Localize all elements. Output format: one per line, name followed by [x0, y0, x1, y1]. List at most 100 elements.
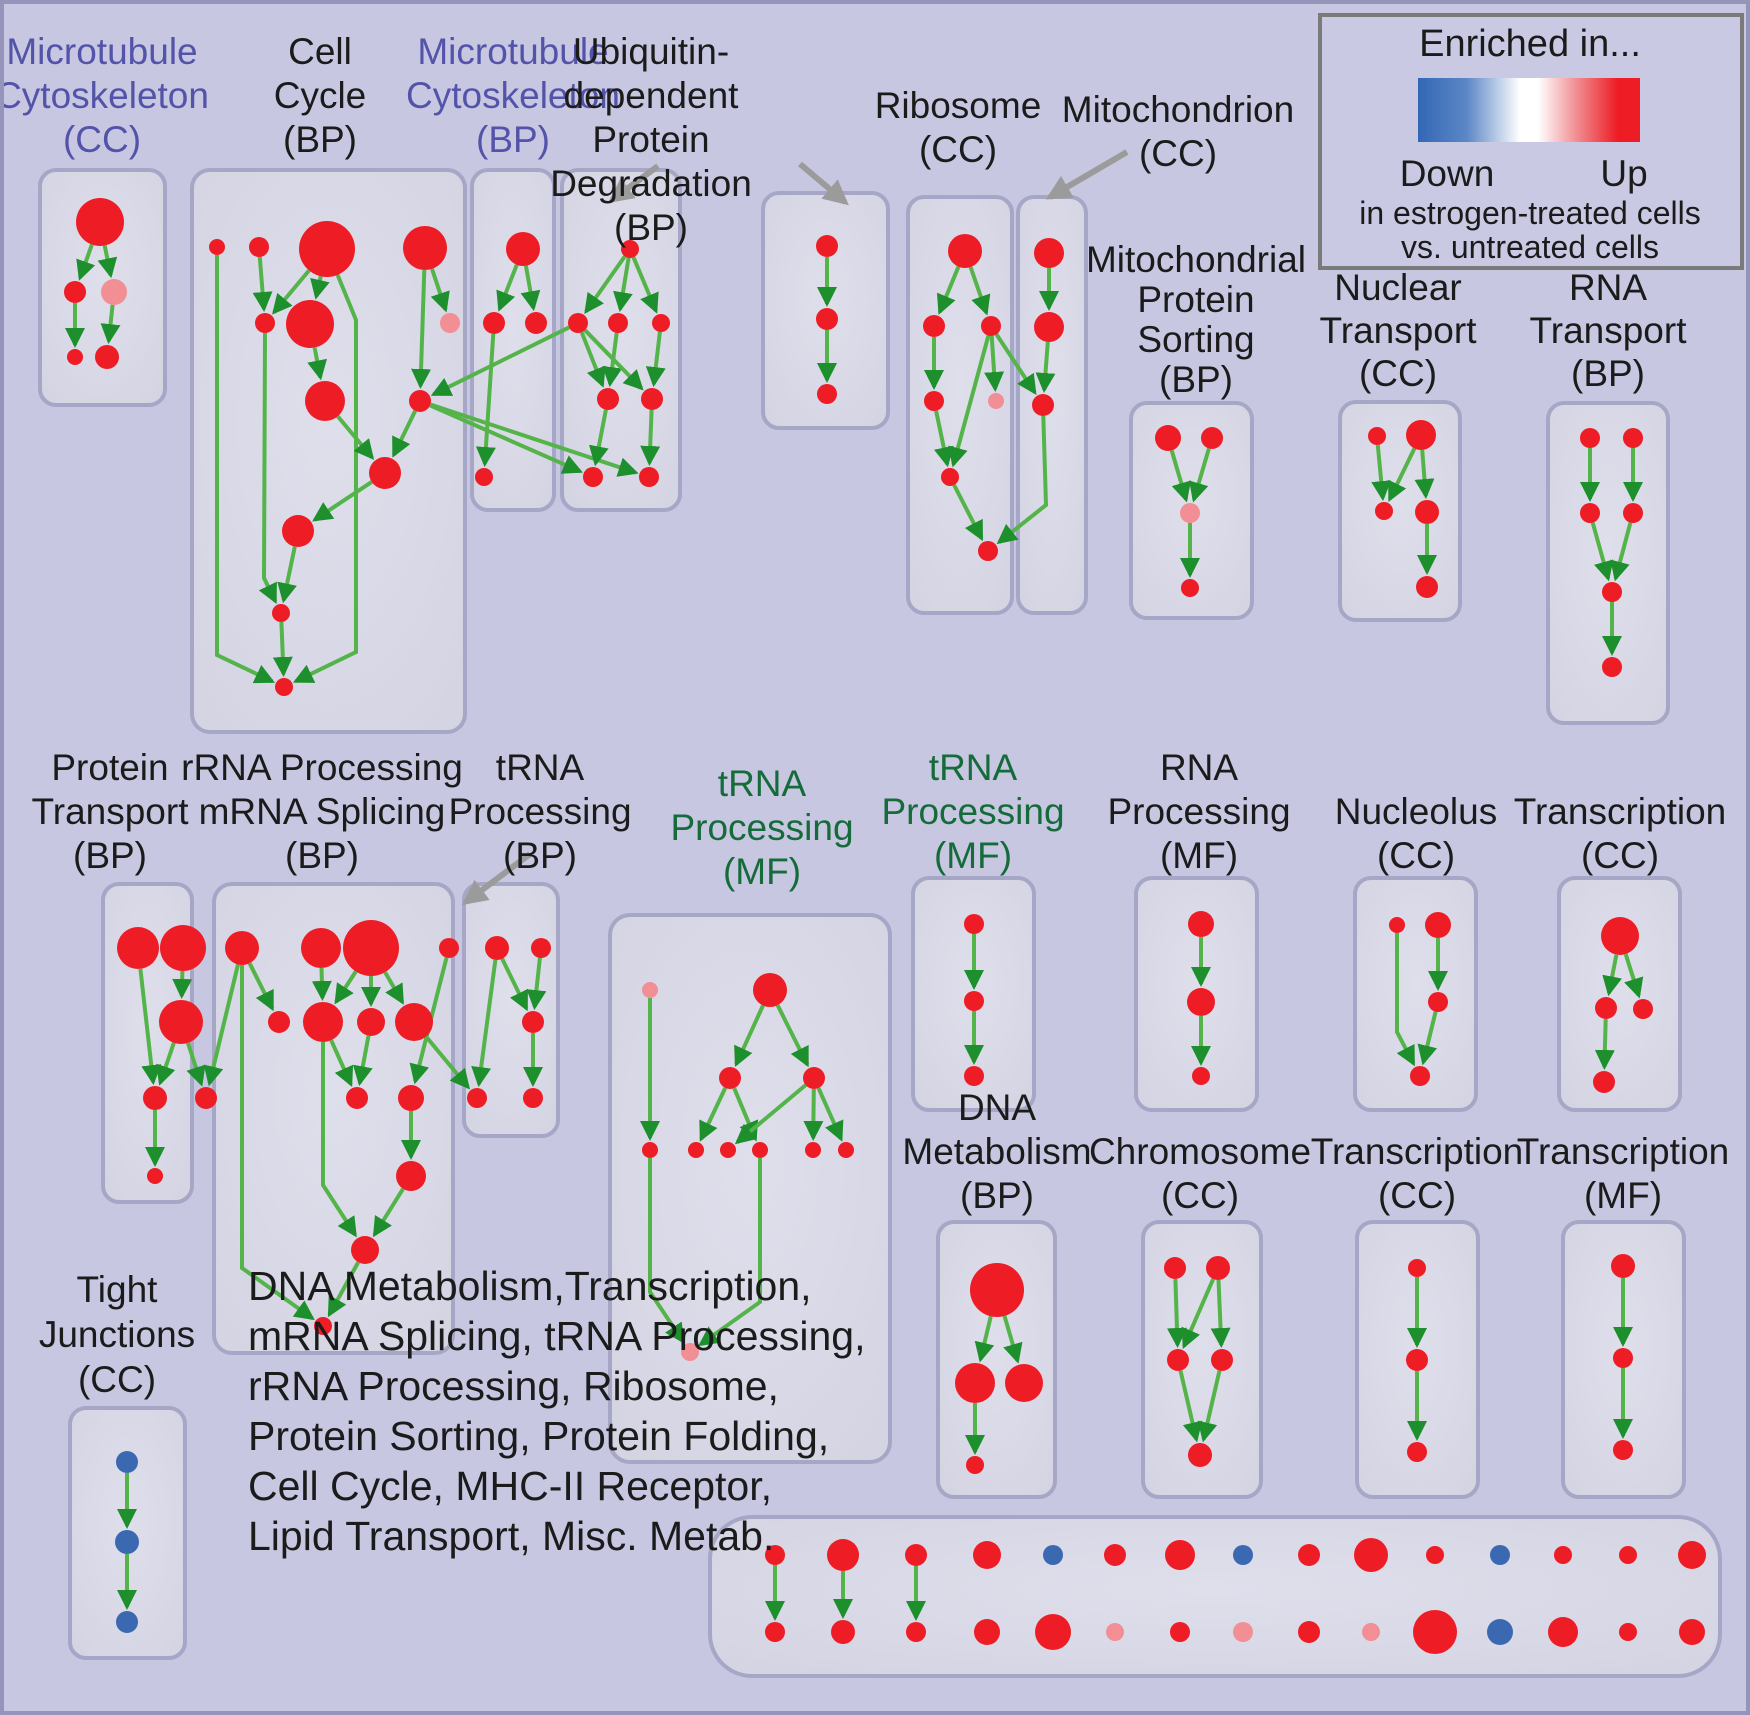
go-term-node-M9	[346, 1087, 368, 1109]
go-term-node-ZA8	[1233, 1545, 1253, 1565]
go-term-node-C13	[275, 678, 293, 696]
go-term-node-ZB6	[1106, 1623, 1124, 1641]
go-term-node-Q1	[1188, 911, 1214, 937]
go-term-node-B2	[483, 312, 505, 334]
go-term-node-N3	[1375, 502, 1393, 520]
cluster-label-ubiquitin-degradation-bp-1-line-5: (BP)	[614, 207, 688, 248]
go-term-node-ZA7	[1165, 1540, 1195, 1570]
edge-R4-R5	[934, 410, 954, 468]
go-term-node-M3	[343, 920, 399, 976]
cluster-label-protein-transport-bp-line-1: Protein	[51, 747, 168, 788]
edge-C3-C13	[293, 274, 358, 684]
go-term-node-D4	[966, 1456, 984, 1474]
edge-PT2-PT3	[172, 970, 193, 999]
cluster-label-ribosome-cc-line-1: Ribosome	[875, 85, 1042, 126]
edge-B1-B2	[496, 264, 519, 312]
cluster-label-rna-processing-mf-line-3: (MF)	[1160, 835, 1238, 876]
go-term-node-S2	[964, 991, 984, 1011]
edge-D1-D2	[974, 1315, 995, 1363]
edge-C4-C7	[430, 268, 450, 313]
cluster-label-ubiquitin-degradation-bp-1-line-3: Protein	[592, 119, 709, 160]
edge-G4-G7	[734, 1083, 807, 1145]
go-term-node-A2	[64, 281, 86, 303]
cluster-label-tight-junctions-cc-line-1: Tight	[77, 1269, 159, 1310]
go-term-node-K3	[1633, 999, 1653, 1019]
go-term-node-G5	[642, 1142, 658, 1158]
cluster-label-rrna-processing-mrna-splicing-bp-line-1: rRNA Processing	[181, 747, 463, 788]
edge-H2-H4	[1210, 1279, 1231, 1348]
cluster-label-ribosome-cc-line-2: (CC)	[919, 129, 997, 170]
cluster-label-mitochondrion-cc-line-2: (CC)	[1139, 133, 1217, 174]
go-term-node-M2	[301, 928, 341, 968]
gray-pointer-arrow-4	[461, 851, 532, 906]
go-term-node-F1	[1611, 1254, 1635, 1278]
go-term-node-PP	[1180, 503, 1200, 523]
go-term-node-ZB14	[1619, 1623, 1637, 1641]
go-term-node-A5	[95, 345, 119, 369]
edge-G3-G6	[699, 1087, 728, 1142]
edge-C9-U7	[429, 403, 583, 474]
go-term-node-Q2	[1187, 988, 1215, 1016]
cluster-label-rrna-processing-mrna-splicing-bp-line-3: (BP)	[285, 835, 359, 876]
edge-C4-C9	[411, 269, 432, 389]
go-term-node-ZB8	[1233, 1622, 1253, 1642]
edge-M7-M9	[352, 1035, 373, 1087]
go-term-node-R4	[924, 391, 944, 411]
edge-H3-H5	[1178, 1370, 1203, 1443]
go-term-node-P3	[1181, 579, 1199, 597]
edge-G4-G10	[816, 1087, 844, 1142]
go-term-node-H4	[1211, 1349, 1233, 1371]
cluster-label-cell-cycle-bp-line-2: Cycle	[274, 75, 367, 116]
cluster-label-trna-processing-mf-small-line-3: (MF)	[934, 835, 1012, 876]
go-term-node-U5	[597, 388, 619, 410]
edge-U6-U8	[640, 409, 661, 466]
edge-K2-K4	[1594, 1018, 1615, 1070]
edge-M3-M6	[334, 970, 358, 1005]
cluster-label-trna-processing-mf-small-line-1: tRNA	[929, 747, 1018, 788]
go-term-node-M7	[357, 1008, 385, 1036]
edge-TB2-TB3	[526, 957, 547, 1011]
cluster-label-rrna-processing-mrna-splicing-bp-line-2: mRNA Splicing	[199, 791, 446, 832]
go-term-node-PT5	[195, 1087, 217, 1109]
go-term-node-Q3	[1192, 1067, 1210, 1085]
go-term-node-ZB1	[765, 1622, 785, 1642]
edge-D1-D3	[1002, 1315, 1023, 1364]
edge-G2-G4	[775, 1004, 810, 1068]
cluster-label-nucleolus-cc-line-2: (CC)	[1377, 835, 1455, 876]
go-term-node-ZB15	[1679, 1619, 1705, 1645]
cluster-label-trna-processing-bp-line-1: tRNA	[496, 747, 585, 788]
go-term-node-N2	[1406, 420, 1436, 450]
go-term-node-X1	[1034, 238, 1064, 268]
go-term-node-V2	[816, 308, 838, 330]
go-term-node-ZA11	[1426, 1546, 1444, 1564]
go-term-node-R2	[923, 315, 945, 337]
edge-A3-A5	[100, 304, 121, 345]
go-term-node-V1	[816, 235, 838, 257]
go-term-node-L2	[1425, 912, 1451, 938]
go-term-node-A4	[67, 349, 83, 365]
go-term-node-M6	[303, 1002, 343, 1042]
go-term-node-ZA5	[1043, 1545, 1063, 1565]
go-term-node-C4	[403, 226, 447, 270]
go-term-node-M13	[314, 1317, 332, 1335]
edge-U1-U4	[631, 256, 659, 314]
go-term-node-B4	[475, 468, 493, 486]
go-term-node-A1	[76, 198, 124, 246]
go-term-node-ZA2	[827, 1539, 859, 1571]
edge-A1-A2	[76, 243, 96, 281]
go-term-node-S3	[964, 1066, 984, 1086]
edge-R1-R3	[968, 266, 991, 316]
go-term-node-J3	[1407, 1442, 1427, 1462]
go-term-node-M8	[395, 1003, 433, 1041]
cluster-label-mitochondrial-protein-sorting-bp-line-2: Protein	[1137, 279, 1254, 320]
edge-TB1-TB3	[500, 957, 529, 1012]
go-term-node-RP	[988, 393, 1004, 409]
cluster-box-nuclear-transport-cc	[1338, 400, 1462, 622]
misc-terms-text-line-2: mRNA Splicing, tRNA Processing,	[248, 1313, 866, 1359]
edge-TB1-TB4	[471, 959, 498, 1088]
go-term-node-T5	[1602, 582, 1622, 602]
cluster-label-rna-processing-mf-line-1: RNA	[1160, 747, 1238, 788]
cluster-label-microtubule-cytoskeleton-bp-line-3: (BP)	[476, 119, 550, 160]
go-term-node-ZA1	[765, 1545, 785, 1565]
